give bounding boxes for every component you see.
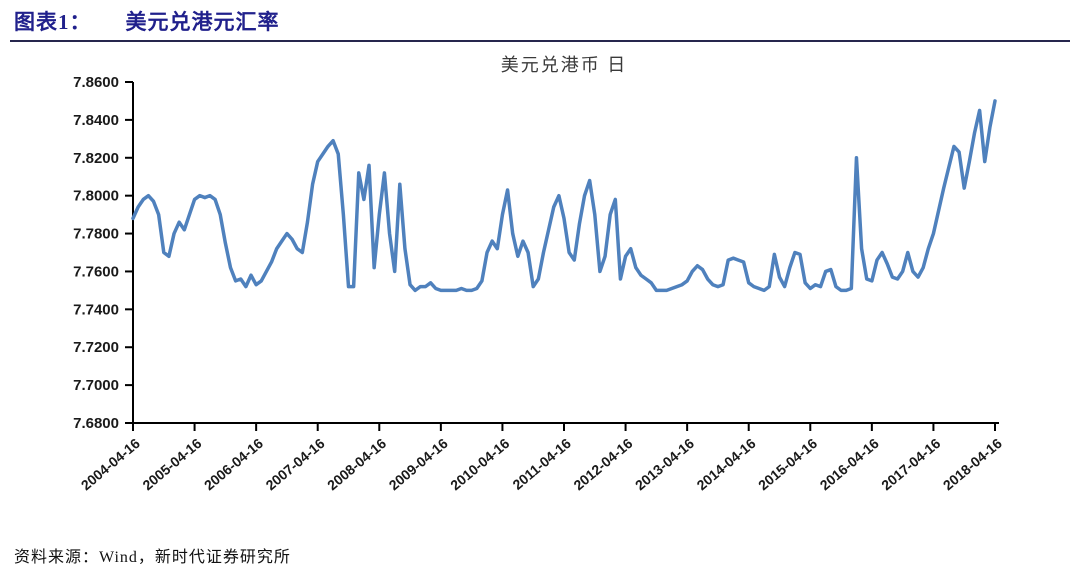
x-tick-label: 2015-04-16	[755, 435, 820, 493]
x-tick-label: 2004-04-16	[78, 435, 143, 493]
y-tick-label: 7.7000	[73, 377, 119, 394]
x-tick-label: 2007-04-16	[262, 435, 327, 493]
header-divider	[10, 40, 1070, 42]
y-tick-label: 7.8400	[73, 112, 119, 129]
x-tick-label: 2006-04-16	[201, 435, 266, 493]
x-axis-ticks-labels: 2004-04-162005-04-162006-04-162007-04-16…	[78, 423, 1005, 493]
y-tick-label: 7.6800	[73, 415, 119, 432]
figure-header: 图表1： 美元兑港元汇率	[14, 6, 280, 36]
x-tick-label: 2008-04-16	[324, 435, 389, 493]
y-tick-label: 7.7800	[73, 226, 119, 243]
y-tick-label: 7.8200	[73, 150, 119, 167]
x-tick-label: 2005-04-16	[139, 435, 204, 493]
y-axis-ticks-labels: 7.8600 7.8400 7.8200 7.8000 7.7800 7.7600 7.74…	[73, 74, 133, 432]
figure-number-label: 图表1：	[14, 10, 92, 34]
usd-hkd-price-line	[131, 99, 997, 293]
x-tick-label: 2012-04-16	[570, 435, 635, 493]
chart-title: 美元兑港币 日	[500, 55, 628, 75]
x-tick-label: 2011-04-16	[509, 435, 574, 493]
x-tick-label: 2017-04-16	[878, 435, 943, 493]
x-tick-label: 2009-04-16	[386, 435, 451, 493]
axes	[131, 82, 999, 424]
figure-title: 美元兑港元汇率	[125, 10, 280, 34]
x-tick-label: 2014-04-16	[693, 435, 758, 493]
source-text: 资料来源：Wind，新时代证券研究所	[14, 549, 291, 566]
x-tick-label: 2013-04-16	[632, 435, 697, 493]
x-tick-label: 2016-04-16	[817, 435, 882, 493]
x-tick-label: 2018-04-16	[940, 435, 1005, 493]
y-tick-label: 7.7400	[73, 301, 119, 318]
y-tick-label: 7.7200	[73, 339, 119, 356]
y-tick-label: 7.8600	[73, 74, 119, 91]
y-tick-label: 7.8000	[73, 188, 119, 205]
x-tick-label: 2010-04-16	[447, 435, 512, 493]
y-tick-label: 7.7600	[73, 263, 119, 280]
source-note: 资料来源：Wind，新时代证券研究所	[14, 543, 291, 567]
